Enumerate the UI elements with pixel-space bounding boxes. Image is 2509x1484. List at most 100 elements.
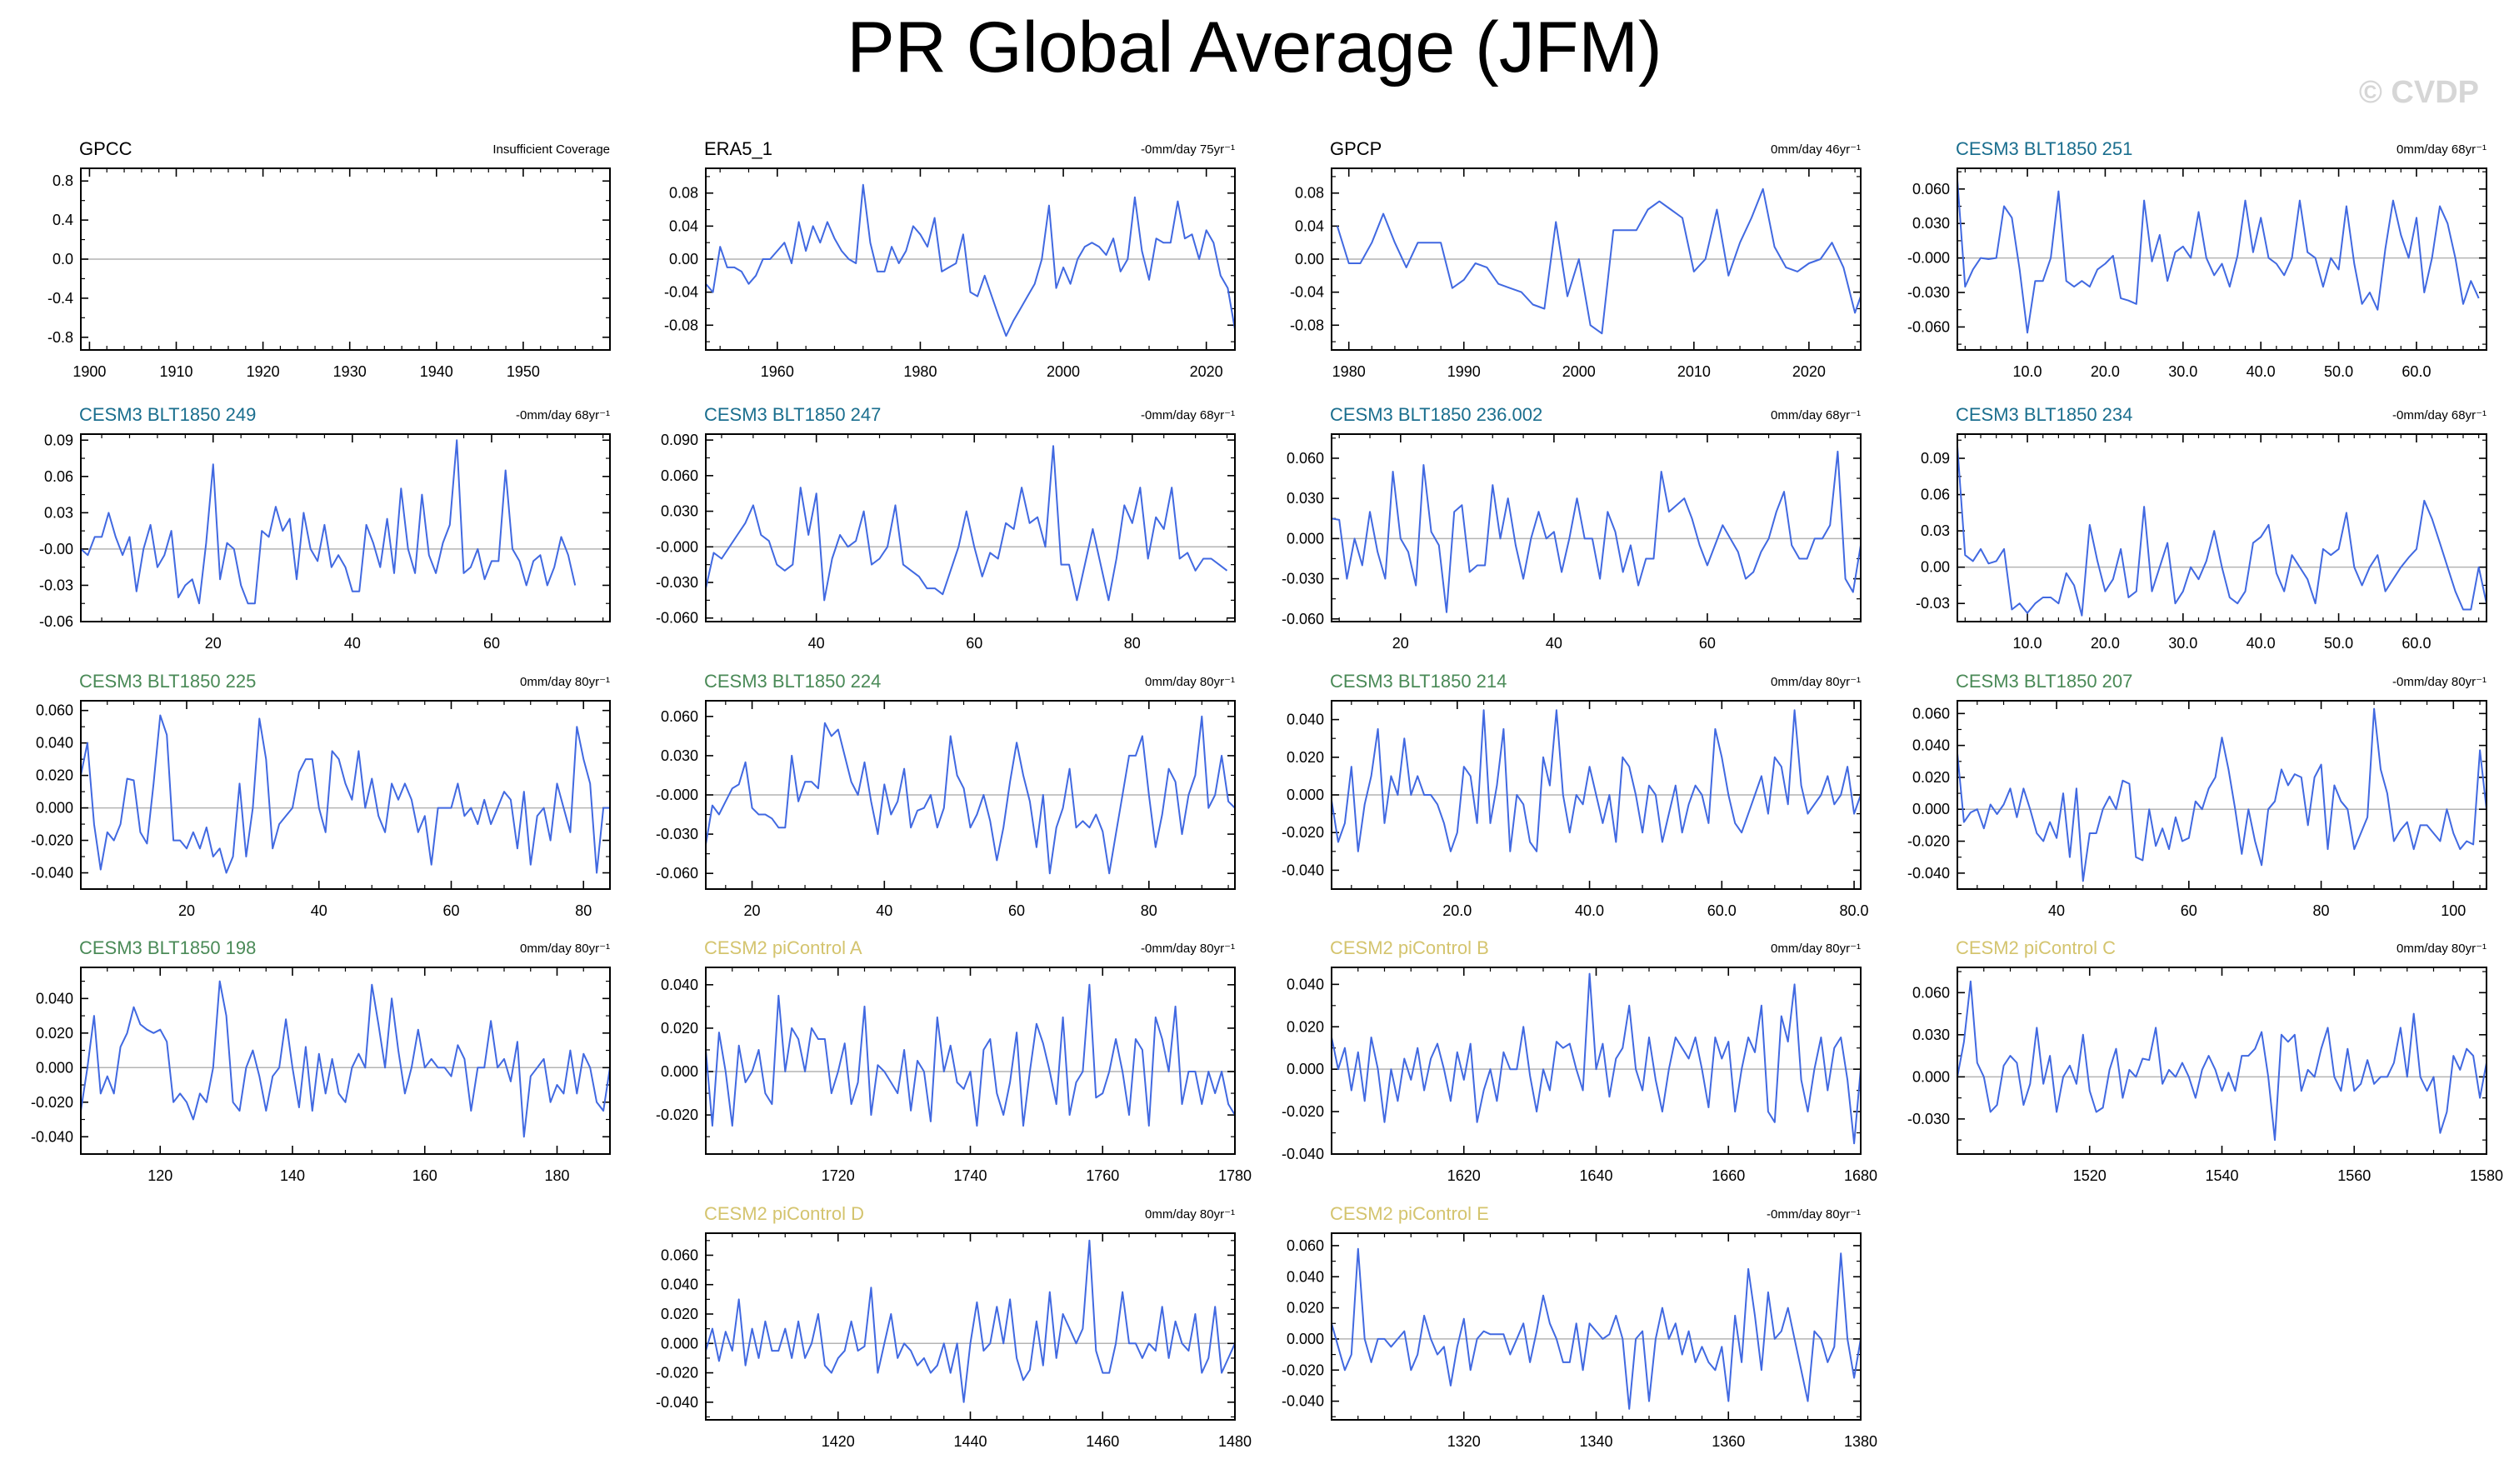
xtick-label: 50.0 <box>2324 635 2353 652</box>
ytick-label: 0.000 <box>1287 530 1324 547</box>
xtick-label: 60 <box>966 635 982 652</box>
xtick-label: 100 <box>2441 902 2466 919</box>
xtick-label: 40.0 <box>2247 363 2276 380</box>
panel-title: CESM2 piControl E <box>1330 1203 1489 1224</box>
ytick-label: 0.030 <box>1912 1027 1950 1043</box>
ytick-label: 0.000 <box>1912 801 1950 817</box>
trend-label: 0mm/day 80yr⁻¹ <box>1771 942 1861 956</box>
xtick-label: 140 <box>280 1167 305 1184</box>
trend-label: -0mm/day 68yr⁻¹ <box>516 408 610 422</box>
ytick-label: -0.020 <box>1907 833 1950 850</box>
ytick-label: -0.08 <box>1290 317 1324 333</box>
xtick-label: 160 <box>412 1167 437 1184</box>
xtick-label: 1920 <box>247 363 280 380</box>
xtick-label: 1720 <box>822 1167 855 1184</box>
xtick-label: 1460 <box>1086 1433 1119 1450</box>
xtick-label: 60.0 <box>1707 902 1737 919</box>
data-series-line <box>1957 179 2480 334</box>
data-series-line <box>1331 1247 1862 1410</box>
ytick-label: 0.030 <box>1287 490 1324 507</box>
panel-title: ERA5_1 <box>704 138 772 159</box>
xtick-label: 60 <box>1699 635 1716 652</box>
trend-label: -0mm/day 80yr⁻¹ <box>1141 942 1235 956</box>
xtick-label: 1930 <box>333 363 367 380</box>
ytick-label: 0.040 <box>36 990 73 1007</box>
ytick-label: 0.060 <box>1287 450 1324 467</box>
ytick-label: 0.000 <box>1287 1061 1324 1077</box>
ytick-label: 0.020 <box>661 1020 698 1037</box>
xtick-label: 180 <box>544 1167 569 1184</box>
ytick-label: -0.040 <box>1282 862 1324 878</box>
data-series-line <box>1336 187 1862 335</box>
ytick-label: 0.020 <box>36 1025 73 1042</box>
data-series-line <box>80 714 610 874</box>
xtick-label: 40 <box>311 902 327 919</box>
data-series-line <box>1331 450 1862 613</box>
xtick-label: 60 <box>1008 902 1025 919</box>
xtick-label: 20.0 <box>2091 635 2120 652</box>
ytick-label: 0.000 <box>1287 787 1324 803</box>
trend-label: 0mm/day 80yr⁻¹ <box>1145 675 1235 689</box>
plot-frame <box>80 433 611 622</box>
ytick-label: -0.040 <box>31 865 73 882</box>
ytick-label: -0.8 <box>47 329 73 346</box>
panel-title: GPCP <box>1330 138 1382 159</box>
plot-frame <box>80 167 611 351</box>
xtick-label: 1900 <box>72 363 106 380</box>
ytick-label: 0.060 <box>1912 181 1950 197</box>
panel-title: GPCC <box>79 138 132 159</box>
panel-title: CESM2 piControl D <box>704 1203 864 1224</box>
xtick-label: 50.0 <box>2324 363 2353 380</box>
xtick-label: 10.0 <box>2013 635 2042 652</box>
xtick-label: 2000 <box>1562 363 1596 380</box>
panel-title: CESM3 BLT1850 247 <box>704 404 881 425</box>
ytick-label: -0.040 <box>656 1394 698 1411</box>
data-series-line <box>80 980 611 1138</box>
ytick-label: -0.08 <box>664 317 698 333</box>
plot-frame <box>1957 167 2487 351</box>
data-series-line <box>1331 972 1862 1145</box>
trend-label: -0mm/day 68yr⁻¹ <box>1141 408 1235 422</box>
ytick-label: -0.04 <box>664 284 698 301</box>
xtick-label: 2020 <box>1792 363 1826 380</box>
ytick-label: -0.040 <box>1282 1146 1324 1162</box>
ytick-label: -0.030 <box>1907 1111 1950 1127</box>
ytick-label: 0.060 <box>36 702 73 719</box>
ytick-label: -0.040 <box>1282 1393 1324 1410</box>
ytick-label: -0.060 <box>656 610 698 627</box>
xtick-label: 1660 <box>1712 1167 1745 1184</box>
ytick-label: -0.060 <box>1907 318 1950 335</box>
trend-label: -0mm/day 75yr⁻¹ <box>1141 142 1235 157</box>
xtick-label: 80 <box>1141 902 1157 919</box>
plot-frame <box>705 967 1236 1155</box>
xtick-label: 40.0 <box>1575 902 1604 919</box>
ytick-label: 0.020 <box>1287 1300 1324 1317</box>
data-series-line <box>80 439 577 605</box>
ytick-label: -0.060 <box>1282 611 1324 627</box>
ytick-label: 0.06 <box>44 468 73 485</box>
xtick-label: 40 <box>1546 635 1562 652</box>
xtick-label: 2000 <box>1047 363 1080 380</box>
ytick-label: 0.00 <box>669 251 698 267</box>
ytick-label: 0.030 <box>1912 215 1950 232</box>
ytick-label: -0.4 <box>47 290 73 307</box>
xtick-label: 40 <box>808 635 825 652</box>
ytick-label: -0.040 <box>1907 865 1950 882</box>
xtick-label: 60 <box>483 635 500 652</box>
ytick-label: 0.030 <box>661 747 698 764</box>
ytick-label: 0.060 <box>1912 984 1950 1001</box>
trend-label: -0mm/day 80yr⁻¹ <box>1767 1207 1861 1222</box>
ytick-label: 0.020 <box>36 767 73 784</box>
ytick-label: -0.06 <box>39 613 73 630</box>
ytick-label: 0.090 <box>661 432 698 448</box>
plot-frame <box>1331 167 1862 351</box>
trend-label: 0mm/day 80yr⁻¹ <box>520 675 610 689</box>
xtick-label: 20 <box>205 635 222 652</box>
ytick-label: -0.060 <box>656 865 698 882</box>
panel-title: CESM3 BLT1850 236.002 <box>1330 404 1542 425</box>
